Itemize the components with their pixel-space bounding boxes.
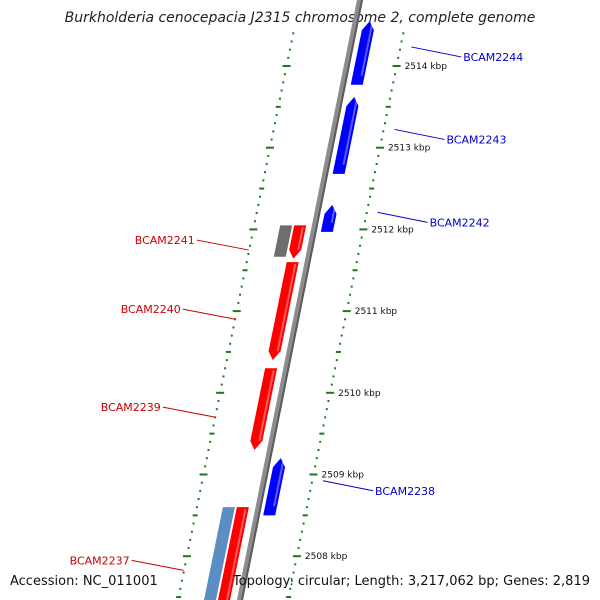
gene-label-leader [131,559,184,571]
tick-layer: 2514 kbp 2513 kbp 2512 kbp 2511 kbp 2510 kbp… [176,32,448,599]
gene-highlight [360,22,374,76]
gene-label-leader [162,406,215,418]
gene-arrow-bcam2238 [263,458,286,516]
tick-label: 2509 kbp [322,471,365,481]
gene-arrow-bcam2239 [250,368,278,450]
gene-arrow-bcam2244 [350,21,374,85]
gene-label-bcam2239: BCAM2239 [101,401,161,414]
gene-arrow-bcam2242 [320,204,337,232]
companion-feature-bcam2237 [204,507,235,600]
gene-label-leader [196,239,249,251]
gene-layer [204,21,374,600]
backbone-line [236,0,362,600]
gene-arrow-bcam2241 [289,225,307,259]
gene-label-bcam2237: BCAM2237 [70,554,130,567]
gene-label-leader [322,480,374,492]
gene-arrow-bcam2243 [332,97,359,174]
gene-highlight [258,370,275,442]
gene-label-bcam2240: BCAM2240 [121,303,181,316]
accession-text: Accession: NC_011001 [10,574,158,589]
gene-label-bcam2242: BCAM2242 [430,216,490,229]
gene-label-leader [394,128,445,140]
gene-label-leader [182,308,235,320]
gene-label-bcam2244: BCAM2244 [463,51,523,64]
gene-arrow-bcam2240 [268,262,299,361]
gene-label-bcam2241: BCAM2241 [135,234,195,247]
tick-label: 2508 kbp [305,552,348,562]
tick-label: 2510 kbp [338,389,381,399]
tick-label: 2512 kbp [371,225,414,235]
gene-highlight [330,206,336,224]
map-title: Burkholderia cenocepacia J2315 chromosom… [64,10,536,26]
label-layer: BCAM2244 BCAM2243 BCAM2242 BCAM2241 BCAM2240… [70,46,523,571]
gene-label-bcam2238: BCAM2238 [375,485,435,498]
gene-label-bcam2243: BCAM2243 [446,133,506,146]
companion-feature-bcam2241 [273,225,293,257]
tick-label: 2511 kbp [355,307,398,317]
gene-highlight [342,98,358,166]
gene-label-leader [377,211,428,223]
gene-highlight [225,508,247,600]
gene-highlight [273,459,285,507]
tick-label: 2513 kbp [388,144,431,154]
gene-highlight [276,263,297,352]
gene-label-leader [411,46,462,58]
gene-arrow-bcam2237 [217,507,249,600]
gene-highlight [297,227,304,251]
backbone-layer [236,0,364,600]
tick-label: 2514 kbp [405,62,448,72]
genome-summary-text: Topology: circular; Length: 3,217,062 bp… [232,574,590,589]
